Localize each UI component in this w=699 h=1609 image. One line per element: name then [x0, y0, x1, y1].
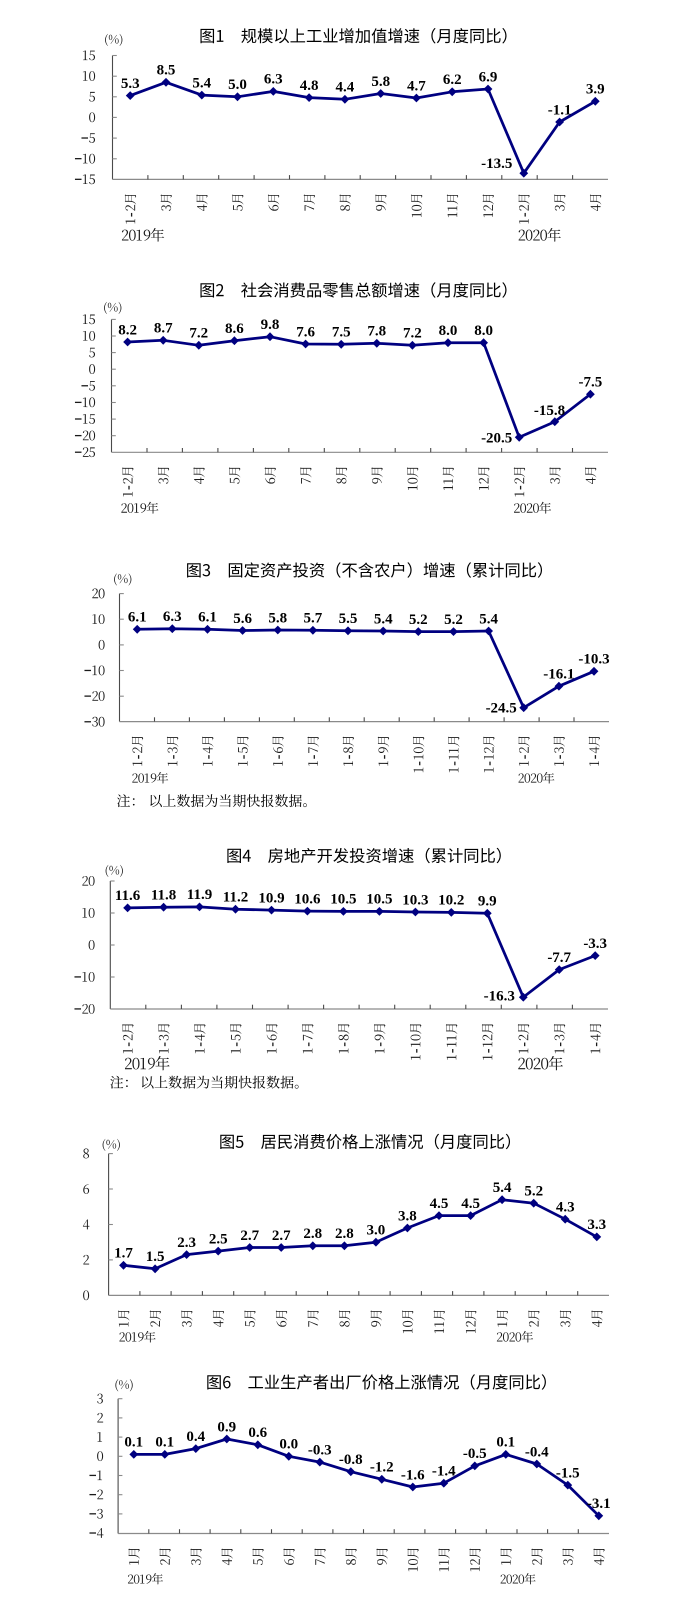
svg-text:4.5: 4.5 [430, 1196, 449, 1212]
svg-text:-0.3: -0.3 [308, 1442, 332, 1458]
svg-text:-1.6: -1.6 [401, 1467, 425, 1483]
svg-text:2.3: 2.3 [177, 1235, 196, 1251]
svg-text:11.9: 11.9 [187, 887, 212, 903]
svg-text:-3.3: -3.3 [583, 936, 607, 952]
svg-text:3.0: 3.0 [367, 1223, 386, 1239]
svg-text:9.8: 9.8 [261, 317, 280, 333]
svg-text:5.0: 5.0 [228, 77, 247, 93]
svg-text:-3.1: -3.1 [587, 1496, 611, 1512]
svg-text:-7.7: -7.7 [547, 950, 571, 966]
svg-text:5.4: 5.4 [493, 1180, 512, 1196]
svg-text:0.1: 0.1 [124, 1435, 143, 1451]
svg-text:1.7: 1.7 [114, 1246, 133, 1262]
svg-text:6.2: 6.2 [443, 72, 462, 88]
svg-text:4.8: 4.8 [300, 78, 319, 94]
svg-text:11.2: 11.2 [223, 890, 248, 906]
svg-text:-10.3: -10.3 [578, 652, 609, 668]
svg-text:8.0: 8.0 [474, 323, 493, 339]
svg-text:5.2: 5.2 [409, 612, 428, 628]
svg-text:5.6: 5.6 [233, 611, 252, 627]
svg-text:4.5: 4.5 [461, 1196, 480, 1212]
svg-text:10.3: 10.3 [402, 892, 428, 908]
svg-text:-15.8: -15.8 [534, 403, 565, 419]
svg-text:0.1: 0.1 [496, 1435, 515, 1451]
svg-text:4.7: 4.7 [407, 78, 426, 94]
svg-text:-0.8: -0.8 [339, 1452, 363, 1468]
svg-text:7.5: 7.5 [332, 325, 351, 341]
svg-text:-1.1: -1.1 [548, 102, 572, 118]
svg-text:5.3: 5.3 [121, 76, 140, 92]
svg-text:11.8: 11.8 [151, 888, 176, 904]
svg-text:5.8: 5.8 [371, 74, 390, 90]
svg-text:8.7: 8.7 [154, 321, 173, 337]
svg-text:2.8: 2.8 [335, 1226, 354, 1242]
svg-text:-16.3: -16.3 [484, 989, 515, 1005]
svg-text:7.8: 7.8 [367, 324, 386, 340]
svg-text:0.1: 0.1 [155, 1435, 174, 1451]
svg-text:8.5: 8.5 [157, 63, 176, 79]
svg-text:5.7: 5.7 [304, 611, 323, 627]
svg-text:4.3: 4.3 [556, 1200, 575, 1216]
svg-text:5.4: 5.4 [374, 611, 393, 627]
svg-text:7.2: 7.2 [403, 326, 422, 342]
svg-text:8.6: 8.6 [225, 321, 244, 337]
svg-text:0.6: 0.6 [248, 1425, 267, 1441]
svg-text:11.6: 11.6 [115, 888, 141, 904]
svg-text:-20.5: -20.5 [481, 431, 512, 447]
svg-text:-1.5: -1.5 [556, 1465, 580, 1481]
svg-text:10.2: 10.2 [438, 893, 464, 909]
svg-text:6.1: 6.1 [128, 610, 147, 626]
svg-text:-24.5: -24.5 [486, 701, 517, 717]
svg-text:-0.4: -0.4 [525, 1444, 549, 1460]
svg-text:4.4: 4.4 [336, 80, 355, 96]
svg-text:-13.5: -13.5 [481, 156, 512, 172]
svg-text:10.5: 10.5 [330, 892, 356, 908]
svg-text:5.4: 5.4 [192, 75, 211, 91]
svg-text:6.3: 6.3 [264, 72, 283, 88]
svg-text:3.8: 3.8 [398, 1208, 417, 1224]
svg-text:7.2: 7.2 [189, 326, 208, 342]
svg-text:6.3: 6.3 [163, 609, 182, 625]
svg-text:0.4: 0.4 [186, 1429, 205, 1445]
svg-text:9.9: 9.9 [478, 894, 497, 910]
svg-text:10.9: 10.9 [258, 890, 284, 906]
svg-text:6.9: 6.9 [479, 69, 498, 85]
svg-text:-1.4: -1.4 [432, 1464, 456, 1480]
svg-text:5.2: 5.2 [524, 1184, 543, 1200]
svg-text:0.0: 0.0 [279, 1437, 298, 1453]
svg-text:10.5: 10.5 [366, 892, 392, 908]
svg-text:8.0: 8.0 [439, 323, 458, 339]
svg-text:2.8: 2.8 [303, 1226, 322, 1242]
svg-text:3.9: 3.9 [586, 82, 605, 98]
svg-text:7.6: 7.6 [296, 324, 315, 340]
svg-text:2.7: 2.7 [240, 1228, 259, 1244]
svg-text:-7.5: -7.5 [579, 375, 603, 391]
svg-text:0.9: 0.9 [217, 1419, 236, 1435]
svg-text:6.1: 6.1 [198, 610, 217, 626]
svg-text:5.4: 5.4 [479, 611, 498, 627]
svg-text:8.2: 8.2 [118, 322, 137, 338]
svg-text:10.6: 10.6 [294, 891, 321, 907]
svg-text:-16.1: -16.1 [543, 667, 574, 683]
svg-text:5.2: 5.2 [444, 612, 463, 628]
svg-text:5.5: 5.5 [339, 611, 358, 627]
svg-text:5.8: 5.8 [268, 610, 287, 626]
svg-text:-0.5: -0.5 [463, 1446, 487, 1462]
svg-text:3.3: 3.3 [587, 1217, 606, 1233]
svg-text:-1.2: -1.2 [370, 1460, 394, 1476]
svg-text:2.7: 2.7 [272, 1228, 291, 1244]
svg-text:1.5: 1.5 [146, 1249, 165, 1265]
svg-text:2.5: 2.5 [209, 1231, 228, 1247]
